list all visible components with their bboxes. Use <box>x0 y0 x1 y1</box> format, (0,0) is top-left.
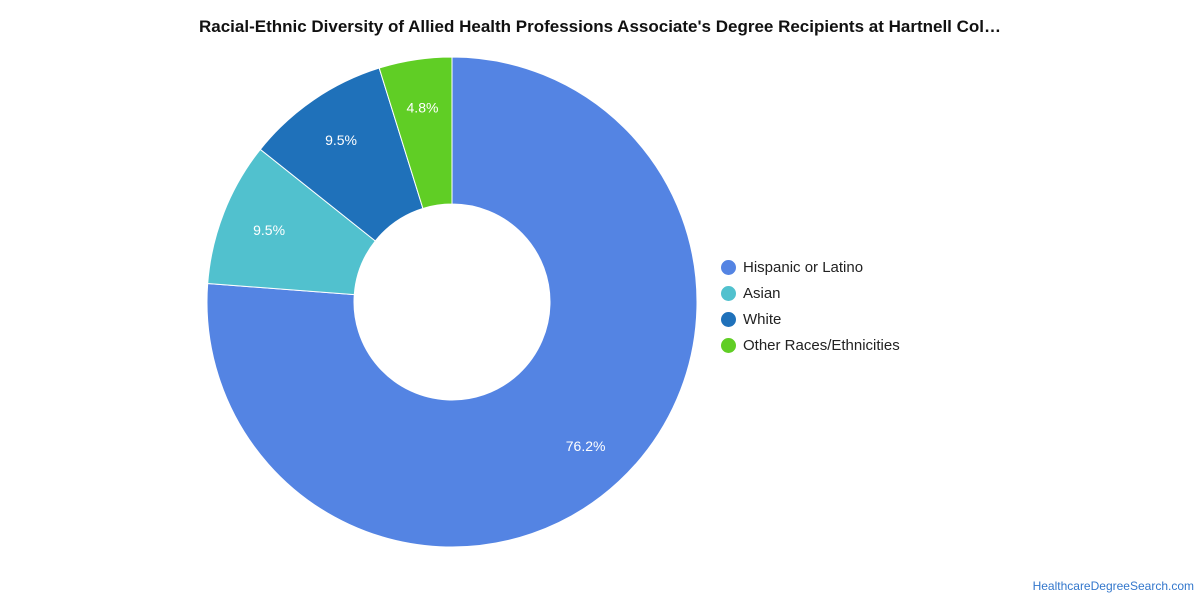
legend-label: Other Races/Ethnicities <box>743 336 900 354</box>
slice-label-other-races-ethnicities: 4.8% <box>407 100 439 116</box>
legend-label: Hispanic or Latino <box>743 258 864 276</box>
donut-slices <box>206 56 698 548</box>
legend-item-other-races[interactable]: Other Races/Ethnicities <box>721 332 900 358</box>
legend-item-asian[interactable]: Asian <box>721 280 900 306</box>
slice-hispanic-or-latino[interactable] <box>206 56 698 548</box>
legend-swatch-other-races <box>721 337 736 353</box>
slice-label-white: 9.5% <box>325 132 357 148</box>
legend-item-white[interactable]: White <box>721 306 900 332</box>
slice-label-hispanic-or-latino: 76.2% <box>566 438 606 454</box>
source-link[interactable]: HealthcareDegreeSearch.com <box>1032 579 1194 593</box>
legend-label: White <box>743 310 782 328</box>
legend-swatch-white <box>721 311 736 327</box>
legend-swatch-hispanic-or-latino <box>721 259 736 275</box>
chart-legend: Hispanic or Latino Asian White Other Rac… <box>721 254 900 358</box>
legend-label: Asian <box>743 284 781 302</box>
legend-swatch-asian <box>721 285 736 301</box>
slice-labels: 76.2% 9.5% 9.5% 4.8% <box>253 100 605 454</box>
slice-other-races-ethnicities[interactable] <box>378 56 453 210</box>
chart-title: Racial-Ethnic Diversity of Allied Health… <box>198 17 1002 36</box>
slice-label-asian: 9.5% <box>253 222 285 238</box>
legend-item-hispanic-or-latino[interactable]: Hispanic or Latino <box>721 254 900 280</box>
